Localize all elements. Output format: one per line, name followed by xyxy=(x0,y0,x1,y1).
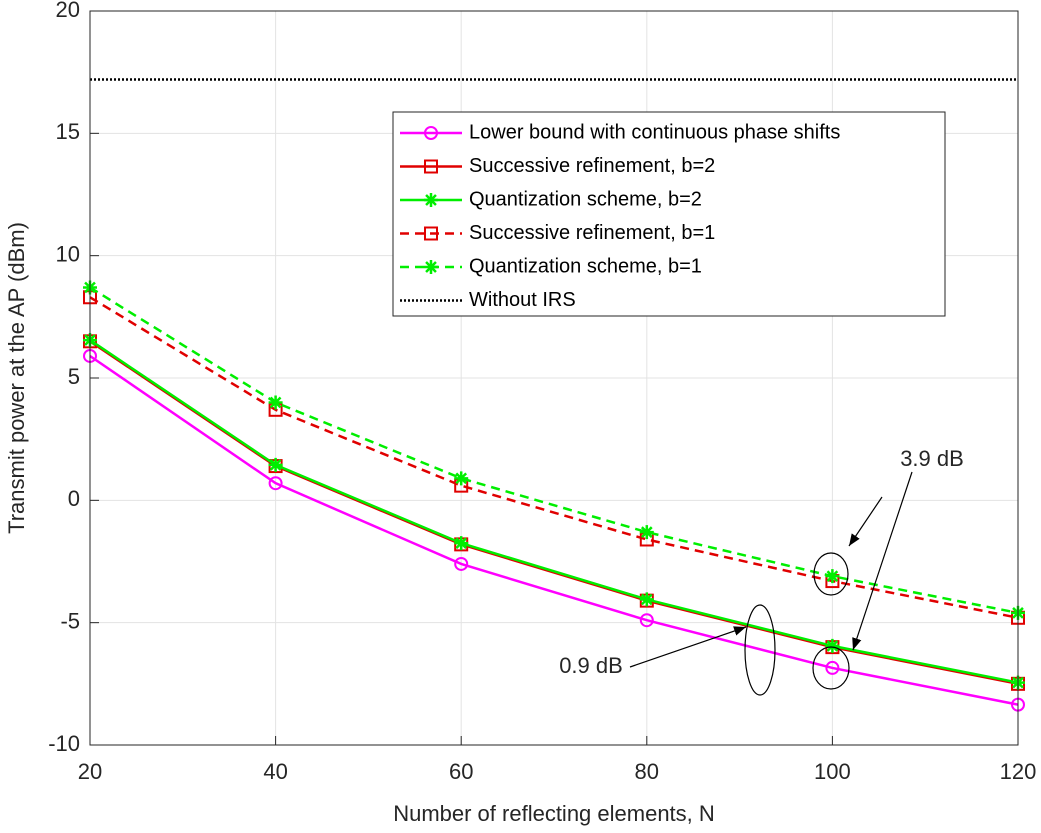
series-line xyxy=(89,339,1019,684)
y-tick-label: 0 xyxy=(68,486,80,511)
marker xyxy=(825,569,840,584)
marker xyxy=(454,471,469,486)
ellipse xyxy=(812,646,850,690)
ellipse xyxy=(744,604,776,696)
legend: Lower bound with continuous phase shifts… xyxy=(392,111,946,317)
marker xyxy=(268,476,283,491)
x-tick-label: 40 xyxy=(263,759,287,784)
marker xyxy=(268,395,283,410)
x-tick-label: 120 xyxy=(1000,759,1037,784)
y-axis-label: Transmit power at the AP (dBm) xyxy=(4,222,29,534)
annotation: 3.9 dB xyxy=(900,446,964,471)
y-tick-label: 5 xyxy=(68,364,80,389)
legend-marker xyxy=(424,126,438,140)
legend-label: Successive refinement, b=1 xyxy=(469,222,715,244)
marker xyxy=(639,613,654,628)
x-tick-label: 80 xyxy=(635,759,659,784)
x-tick-label: 100 xyxy=(814,759,851,784)
annotation: 0.9 dB xyxy=(559,653,623,678)
series xyxy=(83,78,1025,712)
series-line xyxy=(89,354,1019,706)
ellipse xyxy=(813,552,849,596)
legend-marker xyxy=(424,260,438,274)
marker xyxy=(825,638,840,653)
marker xyxy=(639,525,654,540)
legend-marker xyxy=(424,159,438,174)
series-line xyxy=(89,286,1019,615)
legend-label: Quantization scheme, b=1 xyxy=(469,255,702,277)
x-tick-label: 60 xyxy=(449,759,473,784)
y-tick-label: 20 xyxy=(56,0,80,22)
y-tick-label: -10 xyxy=(48,731,80,756)
y-tick-label: -5 xyxy=(60,608,80,633)
y-tick-label: 10 xyxy=(56,241,80,266)
legend-label: Without IRS xyxy=(469,289,576,311)
marker xyxy=(454,556,469,571)
legend-marker xyxy=(424,193,438,207)
legend-box xyxy=(392,111,946,317)
marker xyxy=(639,592,654,607)
arrow xyxy=(848,496,883,547)
legend-label: Lower bound with continuous phase shifts xyxy=(469,121,840,143)
arrow xyxy=(852,471,913,651)
arrow xyxy=(629,626,747,668)
legend-label: Successive refinement, b=2 xyxy=(469,155,715,177)
marker xyxy=(825,660,840,675)
marker xyxy=(454,536,469,551)
y-tick-label: 15 xyxy=(56,119,80,144)
legend-label: Quantization scheme, b=2 xyxy=(469,188,702,210)
x-tick-label: 20 xyxy=(78,759,102,784)
x-axis-label: Number of reflecting elements, N xyxy=(393,801,715,826)
series-line xyxy=(89,296,1019,619)
annotation-shapes xyxy=(629,471,913,696)
legend-marker xyxy=(424,226,438,241)
marker xyxy=(268,457,283,472)
